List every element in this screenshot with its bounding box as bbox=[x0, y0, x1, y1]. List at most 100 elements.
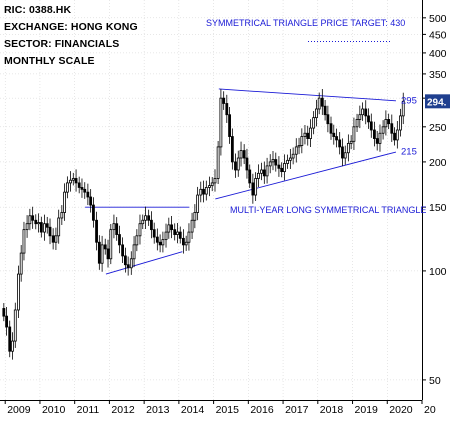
candle-up bbox=[260, 169, 263, 174]
candle-up bbox=[384, 119, 388, 128]
candle-up bbox=[286, 159, 289, 164]
trendline-lower-boundary bbox=[215, 151, 397, 200]
scale-label: MONTHLY SCALE bbox=[4, 55, 95, 67]
candle-down bbox=[225, 103, 229, 116]
x-tick-label: 2009 bbox=[7, 404, 31, 416]
candle-down bbox=[369, 121, 373, 131]
candle-up bbox=[271, 159, 275, 163]
candle-up bbox=[361, 108, 365, 116]
x-tick-label: 2010 bbox=[42, 404, 66, 416]
candle-down bbox=[48, 226, 52, 237]
price-target-annotation: SYMMETRICAL TRIANGLE PRICE TARGET: 430 bbox=[206, 18, 405, 28]
sector-label: SECTOR: FINANCIALS bbox=[4, 38, 120, 50]
candle-up bbox=[239, 150, 243, 159]
candle-up bbox=[346, 142, 350, 154]
candle-up bbox=[65, 182, 69, 193]
candle-down bbox=[155, 236, 159, 243]
last-price-tag bbox=[425, 94, 450, 109]
candle-up bbox=[257, 172, 260, 179]
candle-up bbox=[401, 100, 405, 117]
candle-up bbox=[199, 188, 203, 196]
candle-down bbox=[228, 114, 231, 137]
candle-down bbox=[248, 169, 252, 184]
candle-up bbox=[112, 223, 116, 231]
candle-down bbox=[51, 235, 55, 243]
candle-down bbox=[245, 157, 249, 171]
candle-up bbox=[312, 117, 316, 129]
candle-down bbox=[262, 169, 266, 177]
candle-down bbox=[83, 188, 87, 193]
candle-down bbox=[103, 244, 107, 250]
candle-up bbox=[132, 244, 136, 260]
candle-up bbox=[164, 231, 168, 241]
candle-down bbox=[326, 114, 330, 125]
x-tick-label: 2017 bbox=[285, 404, 309, 416]
candle-up bbox=[283, 163, 286, 173]
candle-down bbox=[126, 264, 130, 269]
candle-down bbox=[45, 223, 49, 228]
candle-up bbox=[19, 252, 23, 275]
x-tick-label: 2015 bbox=[216, 404, 240, 416]
candle-up bbox=[216, 146, 220, 179]
pattern-annotation: MULTI-YEAR LONG SYMMETRICAL TRIANGLE bbox=[230, 205, 426, 215]
candle-down bbox=[118, 234, 121, 246]
candle-down bbox=[280, 167, 284, 173]
candle-up bbox=[57, 217, 61, 237]
candle-up bbox=[381, 126, 385, 134]
x-tick-label: 2014 bbox=[181, 404, 205, 416]
y-tick-label: 100 bbox=[429, 266, 447, 278]
candle-down bbox=[181, 237, 185, 246]
candle-down bbox=[8, 326, 12, 352]
candle-down bbox=[367, 115, 370, 123]
candle-down bbox=[251, 182, 255, 196]
candle-up bbox=[297, 145, 301, 148]
candle-down bbox=[170, 224, 173, 231]
candle-up bbox=[349, 140, 353, 144]
candle-down bbox=[80, 187, 84, 190]
candle-up bbox=[254, 178, 258, 196]
candle-down bbox=[178, 231, 182, 239]
candle-up bbox=[176, 231, 179, 235]
candle-down bbox=[230, 136, 234, 163]
candle-up bbox=[265, 165, 269, 177]
candle-down bbox=[158, 241, 162, 246]
candle-down bbox=[121, 244, 125, 257]
y-tick-label: 450 bbox=[429, 29, 447, 41]
candle-up bbox=[378, 132, 382, 144]
candle-down bbox=[5, 315, 8, 328]
candle-up bbox=[187, 231, 191, 243]
x-tick-label: 2011 bbox=[77, 404, 100, 416]
candle-down bbox=[34, 219, 38, 225]
candle-up bbox=[315, 108, 318, 119]
candle-down bbox=[234, 161, 237, 171]
trendline-upper-boundary bbox=[218, 88, 396, 102]
ric-label: RIC: 0388.HK bbox=[4, 4, 72, 16]
candle-up bbox=[196, 194, 200, 213]
candle-up bbox=[204, 187, 208, 195]
x-tick-label: 20 bbox=[424, 404, 436, 416]
candle-up bbox=[219, 97, 223, 148]
candle-up bbox=[63, 191, 67, 213]
candle-up bbox=[399, 115, 402, 131]
candle-up bbox=[303, 132, 307, 137]
candle-down bbox=[338, 139, 342, 148]
x-tick-label: 2019 bbox=[355, 404, 379, 416]
candle-up bbox=[288, 157, 292, 161]
candle-up bbox=[309, 127, 312, 139]
candle-up bbox=[193, 212, 197, 221]
trendline-2011-2014-support bbox=[105, 251, 183, 275]
y-tick-label: 250 bbox=[429, 122, 447, 134]
candle-down bbox=[97, 241, 101, 264]
candle-down bbox=[152, 229, 156, 238]
candle-up bbox=[138, 223, 142, 237]
candle-up bbox=[60, 212, 64, 219]
candle-down bbox=[390, 123, 394, 134]
candle-down bbox=[173, 229, 177, 235]
candle-up bbox=[22, 229, 26, 254]
x-tick-label: 2016 bbox=[250, 404, 274, 416]
candle-down bbox=[150, 219, 153, 231]
candle-down bbox=[115, 223, 119, 235]
candle-down bbox=[31, 215, 35, 221]
candle-down bbox=[95, 219, 98, 243]
